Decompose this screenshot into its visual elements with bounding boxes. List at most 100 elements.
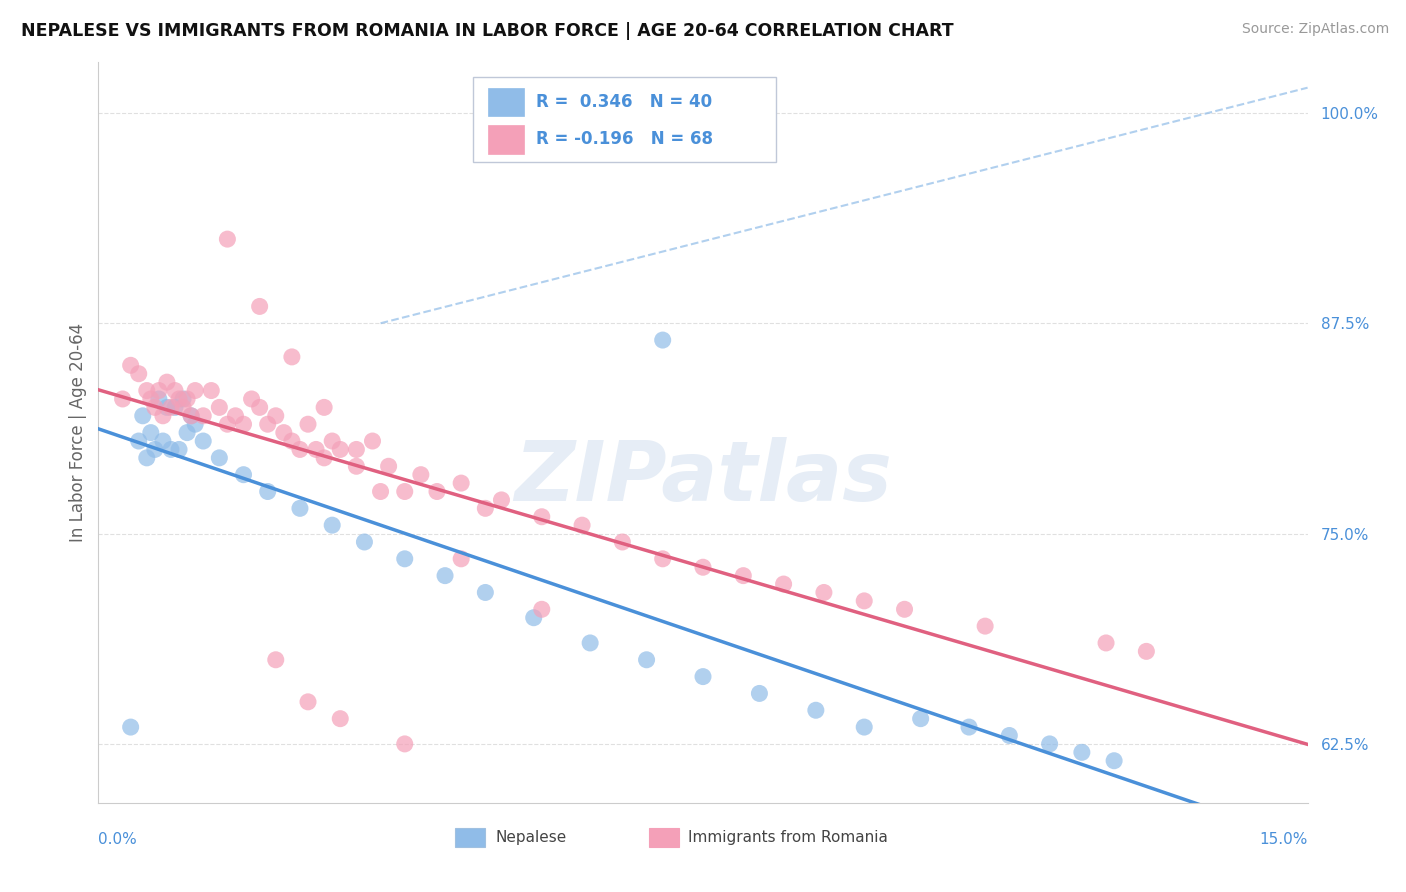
Point bbox=[156, 375, 179, 389]
Bar bbox=[456, 828, 485, 847]
Y-axis label: In Labor Force | Age 20-64: In Labor Force | Age 20-64 bbox=[69, 323, 87, 542]
Point bbox=[813, 585, 835, 599]
Point bbox=[256, 484, 278, 499]
Point bbox=[314, 450, 336, 465]
Bar bbox=[488, 126, 524, 153]
Point bbox=[321, 518, 343, 533]
Point bbox=[139, 392, 162, 406]
Point bbox=[249, 401, 271, 415]
Point bbox=[281, 434, 304, 448]
Point bbox=[132, 409, 155, 423]
Point bbox=[200, 384, 222, 398]
Point bbox=[1070, 745, 1092, 759]
Point bbox=[579, 636, 602, 650]
Point bbox=[143, 401, 166, 415]
Point bbox=[450, 476, 472, 491]
Text: R = -0.196   N = 68: R = -0.196 N = 68 bbox=[536, 130, 713, 148]
Point bbox=[249, 300, 271, 314]
Point bbox=[998, 729, 1021, 743]
FancyBboxPatch shape bbox=[474, 78, 776, 162]
Bar bbox=[648, 828, 679, 847]
Point bbox=[361, 434, 384, 448]
Point bbox=[329, 442, 352, 457]
Bar bbox=[488, 87, 524, 116]
Point bbox=[160, 442, 183, 457]
Point bbox=[288, 501, 311, 516]
Point bbox=[748, 686, 770, 700]
Point bbox=[651, 333, 673, 347]
Point bbox=[167, 392, 190, 406]
Point bbox=[733, 568, 755, 582]
Text: NEPALESE VS IMMIGRANTS FROM ROMANIA IN LABOR FORCE | AGE 20-64 CORRELATION CHART: NEPALESE VS IMMIGRANTS FROM ROMANIA IN L… bbox=[21, 22, 953, 40]
Point bbox=[491, 492, 513, 507]
Point bbox=[329, 712, 352, 726]
Point bbox=[148, 384, 170, 398]
Point bbox=[434, 568, 457, 582]
Point bbox=[184, 417, 207, 432]
Point bbox=[120, 720, 142, 734]
Point bbox=[163, 401, 186, 415]
Point bbox=[321, 434, 343, 448]
Point bbox=[163, 384, 186, 398]
Point bbox=[217, 417, 239, 432]
Point bbox=[314, 401, 336, 415]
Point bbox=[208, 401, 231, 415]
Point bbox=[474, 501, 496, 516]
Point bbox=[692, 560, 714, 574]
Point bbox=[256, 417, 278, 432]
Point bbox=[135, 450, 157, 465]
Point bbox=[184, 384, 207, 398]
Point bbox=[176, 425, 198, 440]
Point bbox=[450, 551, 472, 566]
Point bbox=[377, 459, 399, 474]
Point bbox=[523, 611, 546, 625]
Point bbox=[1135, 644, 1157, 658]
Point bbox=[1095, 636, 1118, 650]
Point bbox=[297, 417, 319, 432]
Point bbox=[910, 712, 932, 726]
Point bbox=[772, 577, 794, 591]
Point bbox=[167, 442, 190, 457]
Point bbox=[571, 518, 593, 533]
Point bbox=[281, 350, 304, 364]
Point bbox=[353, 535, 375, 549]
Point bbox=[172, 401, 194, 415]
Point bbox=[344, 442, 367, 457]
Point bbox=[651, 551, 673, 566]
Point bbox=[224, 409, 246, 423]
Point bbox=[344, 459, 367, 474]
Point bbox=[160, 401, 183, 415]
Point bbox=[193, 409, 215, 423]
Point bbox=[370, 484, 392, 499]
Text: 15.0%: 15.0% bbox=[1260, 832, 1308, 847]
Point bbox=[530, 602, 553, 616]
Point bbox=[305, 442, 328, 457]
Point bbox=[612, 535, 634, 549]
Point bbox=[148, 392, 170, 406]
Point bbox=[409, 467, 432, 482]
Point bbox=[394, 737, 416, 751]
Point bbox=[120, 359, 142, 373]
Point bbox=[111, 392, 134, 406]
Point bbox=[288, 442, 311, 457]
Point bbox=[139, 425, 162, 440]
Point bbox=[172, 392, 194, 406]
Point bbox=[156, 401, 179, 415]
Point bbox=[208, 450, 231, 465]
Text: Source: ZipAtlas.com: Source: ZipAtlas.com bbox=[1241, 22, 1389, 37]
Point bbox=[152, 434, 174, 448]
Point bbox=[692, 670, 714, 684]
Point bbox=[264, 409, 287, 423]
Text: ZIPatlas: ZIPatlas bbox=[515, 436, 891, 517]
Point bbox=[193, 434, 215, 448]
Text: Immigrants from Romania: Immigrants from Romania bbox=[689, 830, 889, 845]
Point bbox=[143, 442, 166, 457]
Point bbox=[217, 232, 239, 246]
Text: 0.0%: 0.0% bbox=[98, 832, 138, 847]
Point bbox=[180, 409, 202, 423]
Point bbox=[853, 720, 876, 734]
Point bbox=[1039, 737, 1062, 751]
Point bbox=[1102, 754, 1125, 768]
Point bbox=[135, 384, 157, 398]
Point bbox=[152, 409, 174, 423]
